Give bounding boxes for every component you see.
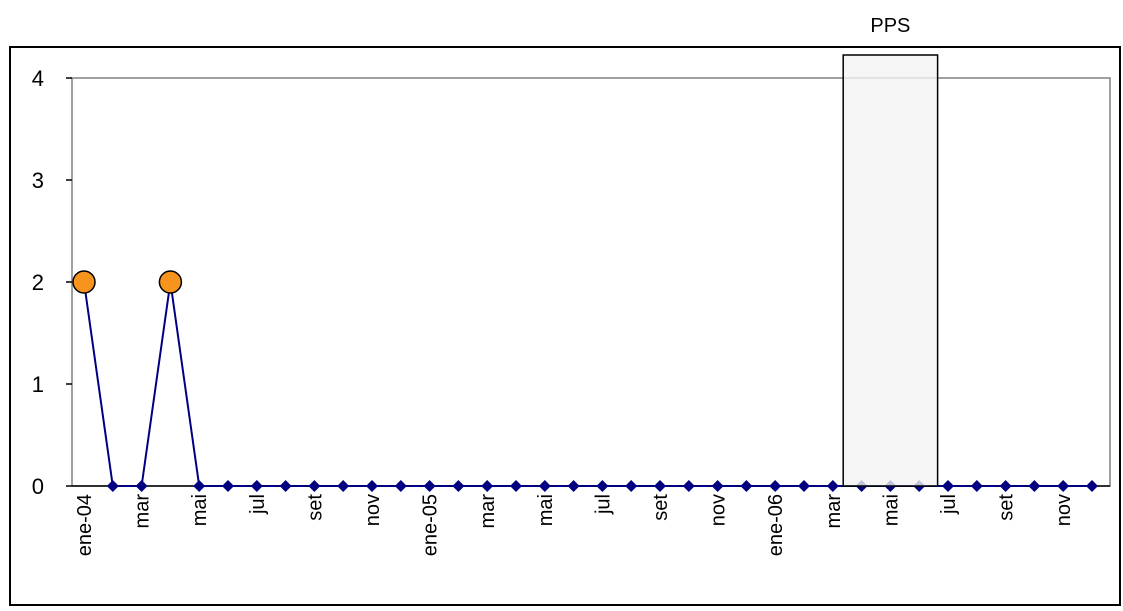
y-tick-label: 3: [32, 168, 44, 193]
x-tick-label: set: [650, 494, 672, 521]
data-point: [567, 480, 580, 492]
data-point: [682, 480, 695, 492]
data-point: [366, 480, 378, 492]
x-tick-label: mar: [477, 494, 499, 529]
data-point: [481, 480, 494, 492]
data-point: [452, 480, 465, 492]
data-point: [826, 480, 839, 492]
data-point: [970, 480, 983, 492]
data-point: [106, 480, 119, 492]
data-point: [740, 480, 753, 492]
data-point: [625, 480, 638, 492]
data-point: [279, 480, 292, 492]
x-tick-label: nov: [362, 494, 384, 526]
x-tick-label: nov: [1053, 494, 1075, 526]
marker-layer: [72, 270, 1098, 492]
data-point: [135, 480, 148, 492]
data-point: [250, 480, 263, 492]
y-tick-label: 2: [32, 270, 44, 295]
x-tick-label: mar: [823, 494, 845, 529]
data-point: [308, 480, 321, 492]
data-point: [798, 480, 810, 492]
y-tick-label: 1: [32, 372, 44, 397]
x-tick-label: mai: [535, 494, 557, 526]
data-point: [769, 480, 782, 492]
y-tick-label: 0: [32, 474, 44, 499]
pps-band: [842, 54, 939, 487]
data-point: [222, 480, 234, 492]
data-point: [193, 480, 206, 492]
data-point: [1086, 480, 1098, 492]
x-tick-label: ene-06: [765, 494, 787, 556]
data-point: [942, 480, 954, 492]
x-tick-label: jul: [938, 494, 960, 515]
pps-label: PPS: [870, 15, 910, 37]
highlight-point: [72, 270, 96, 294]
data-point: [1028, 480, 1041, 492]
plot-area: [71, 77, 1111, 487]
x-tick-label: ene-05: [420, 494, 442, 556]
y-tick-label: 4: [32, 66, 44, 91]
data-point: [394, 480, 407, 492]
x-tick-label: mar: [132, 494, 154, 529]
data-point: [538, 480, 551, 492]
data-point: [1057, 480, 1070, 492]
x-tick-label: set: [304, 494, 326, 521]
data-point: [654, 480, 666, 492]
data-point: [423, 480, 436, 492]
data-point: [711, 480, 724, 492]
highlight-point: [158, 270, 183, 294]
data-point: [596, 480, 609, 492]
overlay-layer: PPS: [842, 15, 939, 487]
x-tick-label: ene-04: [74, 494, 96, 556]
x-tick-label: set: [996, 494, 1018, 521]
data-point: [999, 480, 1012, 492]
x-tick-label: mai: [189, 494, 211, 526]
data-point: [337, 480, 350, 492]
x-tick-label: jul: [247, 494, 269, 515]
x-tick-label: nov: [708, 494, 730, 526]
x-tick-label: mai: [880, 494, 902, 526]
data-point: [510, 480, 522, 492]
x-tick-label: jul: [592, 494, 614, 515]
